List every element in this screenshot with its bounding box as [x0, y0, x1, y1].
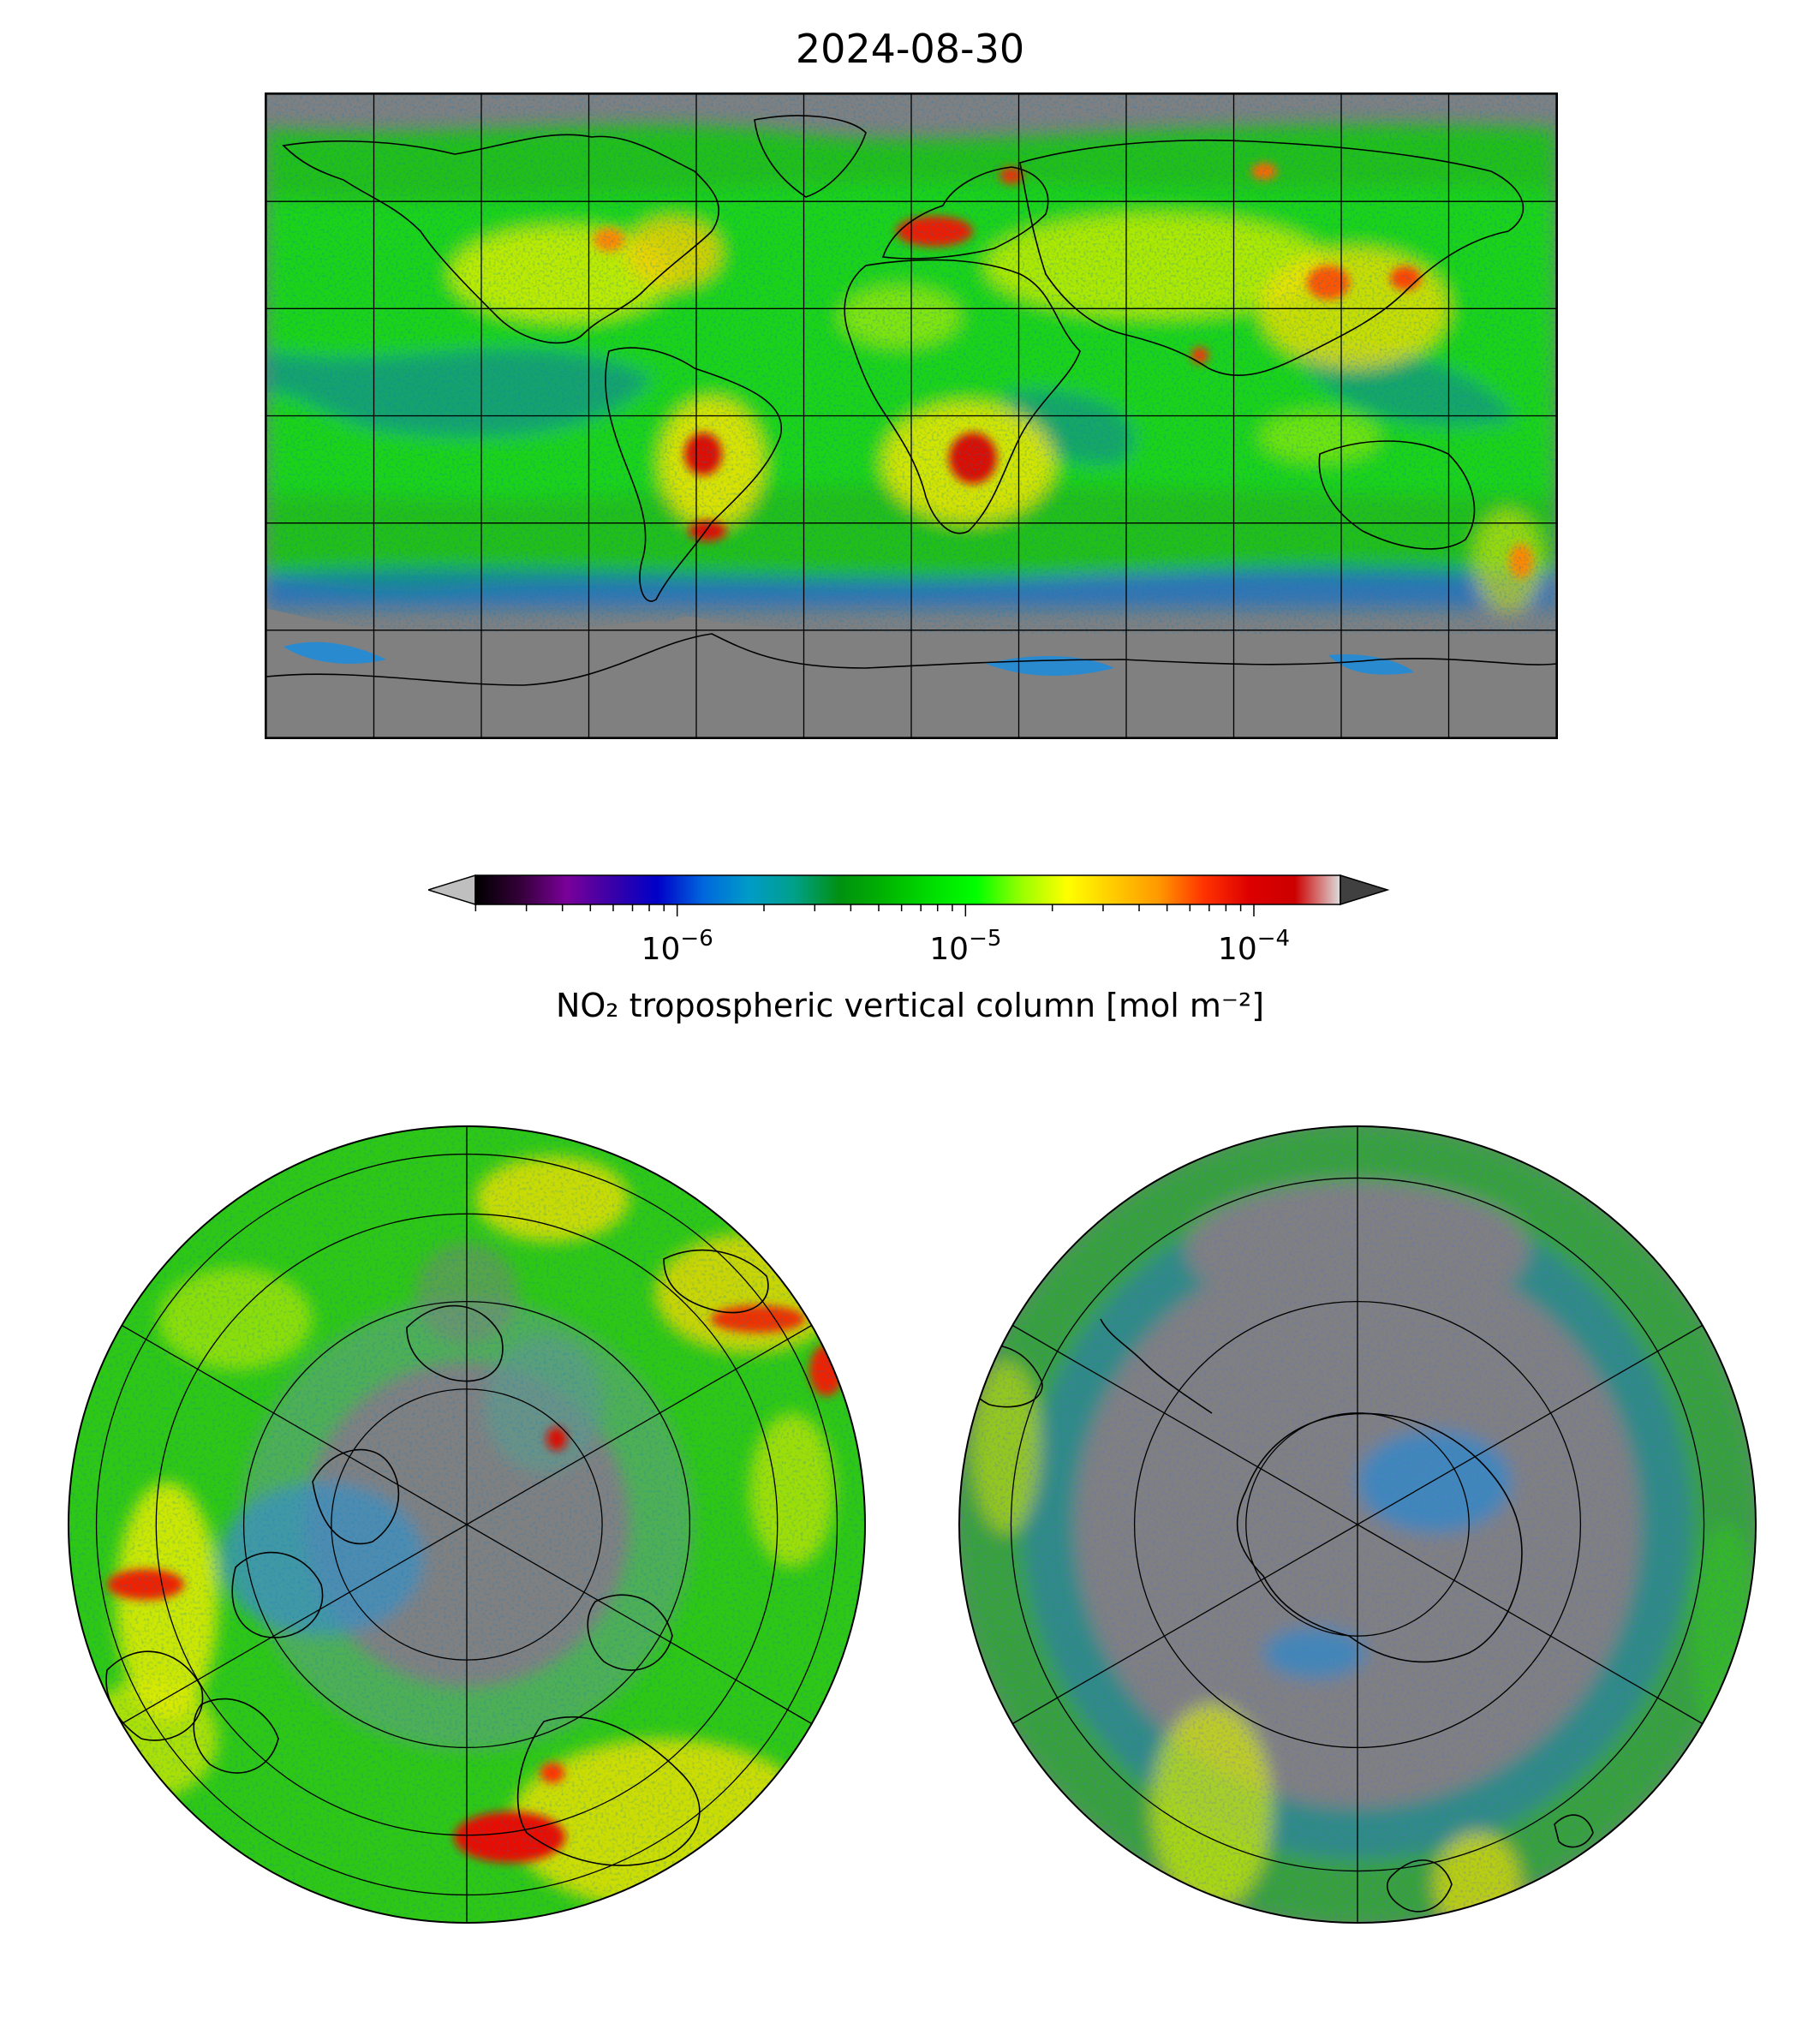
- global-map: [265, 92, 1558, 739]
- colorbar-tick-labels: 10−6 10−5 10−4: [641, 926, 1290, 967]
- gridlines: [266, 94, 1556, 737]
- meridian-line: [121, 1324, 468, 1525]
- tick-base: 10: [641, 932, 681, 967]
- colorbar-bar: [474, 874, 1341, 905]
- north-polar-canvas: [68, 1125, 866, 1924]
- colorbar-tick-label: 10−5: [929, 926, 1001, 967]
- colorbar-ticks: [474, 904, 1255, 916]
- meridian-line: [121, 1524, 468, 1725]
- colorbar-label: NO₂ tropospheric vertical column [mol m⁻…: [555, 987, 1265, 1024]
- meridian-line: [466, 1524, 813, 1725]
- colorbar-tick-label: 10−6: [641, 926, 713, 967]
- south-coastlines: [959, 1318, 1594, 1913]
- tick-exponent: −6: [680, 926, 713, 952]
- meridian-line: [1011, 1524, 1358, 1725]
- tick-exponent: −5: [969, 926, 1001, 952]
- north-coastlines: [105, 1249, 769, 1866]
- colorbar-over-arrow: [1340, 874, 1390, 906]
- colorbar-svg: 10−6 10−5 10−4: [426, 874, 1390, 967]
- tick-exponent: −4: [1257, 926, 1290, 952]
- colorbar: 10−6 10−5 10−4: [426, 867, 1396, 1004]
- meridian-line: [1011, 1324, 1358, 1525]
- north-polar-map: [64, 1122, 869, 1927]
- coastlines: [266, 115, 1556, 686]
- colorbar-under-arrow: [426, 874, 476, 906]
- global-map-canvas: [266, 94, 1556, 737]
- colorbar-tick-label: 10−4: [1218, 926, 1290, 967]
- south-polar-map: [955, 1122, 1760, 1927]
- south-gridlines: [1010, 1126, 1705, 1923]
- tick-base: 10: [1218, 932, 1257, 967]
- meridian-line: [466, 1324, 813, 1525]
- south-polar-canvas: [958, 1125, 1757, 1924]
- figure-title: 2024-08-30: [795, 26, 1025, 72]
- meridian-line: [1357, 1524, 1704, 1725]
- tick-base: 10: [929, 932, 969, 967]
- meridian-line: [1357, 1324, 1704, 1525]
- north-gridlines: [95, 1126, 838, 1923]
